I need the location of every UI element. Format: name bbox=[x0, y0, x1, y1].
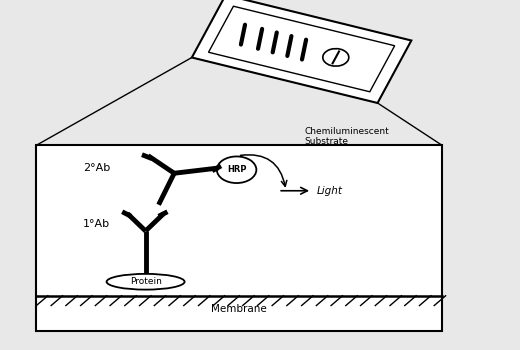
Text: Chemiluminescent
Substrate: Chemiluminescent Substrate bbox=[304, 127, 389, 146]
Text: Light: Light bbox=[317, 186, 343, 196]
Ellipse shape bbox=[323, 49, 349, 66]
Polygon shape bbox=[192, 0, 411, 103]
Ellipse shape bbox=[107, 274, 185, 290]
Text: HRP: HRP bbox=[227, 165, 246, 174]
Text: 2°Ab: 2°Ab bbox=[83, 163, 110, 173]
Text: Protein: Protein bbox=[129, 277, 162, 286]
Ellipse shape bbox=[217, 156, 256, 183]
Text: 1°Ab: 1°Ab bbox=[83, 219, 110, 229]
Text: Membrane: Membrane bbox=[211, 304, 267, 314]
Polygon shape bbox=[209, 6, 395, 92]
Bar bbox=[36, 145, 442, 331]
